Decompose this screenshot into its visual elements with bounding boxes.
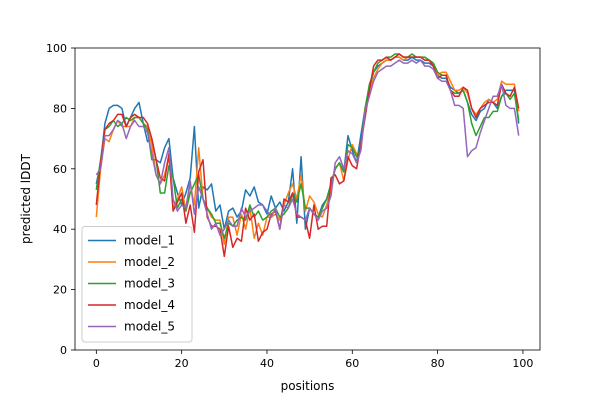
legend-label: model_4 [124,298,175,312]
x-tick-label: 0 [93,357,100,370]
y-tick-label: 20 [53,284,67,297]
x-axis-label: positions [281,379,335,393]
y-tick-label: 100 [46,42,67,55]
x-tick-label: 40 [260,357,274,370]
x-tick-label: 20 [175,357,189,370]
plot-lines [95,53,520,258]
x-tick-label: 60 [345,357,359,370]
x-tick-label: 100 [512,357,533,370]
legend: model_1 model_2 model_3 model_4 model_5 [81,226,193,343]
y-tick-label: 0 [60,344,67,357]
series-line-model-3 [95,53,520,240]
y-axis-label: predicted lDDT [19,153,33,244]
y-tick-label: 60 [53,163,67,176]
axis-ticks: 0 20 40 60 80 100 0 20 40 60 80 100 [46,42,533,370]
y-tick-label: 40 [53,223,67,236]
y-tick-label: 80 [53,102,67,115]
legend-label: model_3 [124,277,175,291]
series-line-model-5 [95,59,520,236]
legend-label: model_1 [124,234,175,248]
series-line-model-4 [95,53,520,258]
legend-box [81,226,193,343]
legend-label: model_5 [124,320,175,334]
x-tick-label: 80 [431,357,445,370]
legend-label: model_2 [124,255,175,269]
axes-frame [74,47,541,351]
